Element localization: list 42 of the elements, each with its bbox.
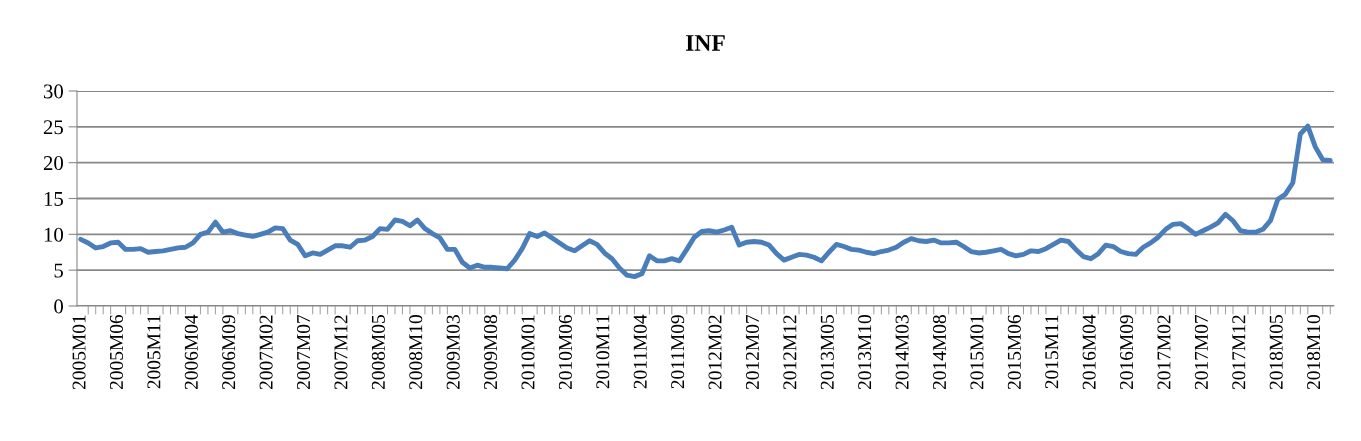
- y-tick-label: 0: [54, 299, 64, 314]
- y-tick-label: 15: [44, 191, 63, 206]
- y-tick-label: 25: [43, 120, 63, 135]
- x-tick-label: 2018M05: [1269, 315, 1283, 390]
- x-tick-label: 2012M07: [745, 314, 759, 390]
- x-tick-label: 2017M07: [1194, 314, 1208, 390]
- x-tick-label: 2015M06: [1007, 314, 1021, 390]
- x-tick-label: 2010M01: [521, 315, 535, 390]
- x-tick-label: 2007M07: [296, 314, 311, 390]
- x-tick-label: 2013M05: [820, 315, 834, 390]
- y-tick-label: 20: [43, 156, 64, 171]
- x-tick-label: 2008M05: [371, 315, 385, 390]
- x-tick-label: 2016M09: [1119, 315, 1134, 390]
- x-tick-label: 2005M11: [147, 315, 161, 389]
- x-tick-label: 2012M12: [783, 315, 797, 390]
- x-tick-label: 2017M02: [1157, 315, 1171, 390]
- x-tick-label: 2015M01: [970, 315, 984, 390]
- x-tick-label: 2014M08: [932, 315, 947, 390]
- x-tick-label: 2008M10: [409, 315, 423, 390]
- x-tick-label: 2009M03: [446, 315, 460, 390]
- x-tick-label: 2006M09: [222, 315, 236, 390]
- x-tick-label: 2005M06: [109, 314, 124, 390]
- x-tick-label: 2018M10: [1307, 315, 1321, 390]
- x-tick-label: 2012M02: [708, 315, 722, 390]
- x-tick-label: 2005M01: [72, 315, 86, 390]
- x-tick-label: 2010M06: [558, 314, 572, 390]
- x-tick-label: 2011M04: [633, 314, 647, 389]
- y-tick-label: 5: [54, 263, 63, 278]
- x-tick-label: 2013M10: [858, 315, 872, 390]
- x-tick-label: 2007M12: [334, 315, 348, 390]
- y-tick-label: 30: [43, 84, 64, 99]
- x-tick-label: 2010M11: [596, 315, 610, 389]
- x-tick-label: 2015M11: [1045, 315, 1059, 389]
- x-tick-label: 2011M09: [671, 315, 685, 389]
- y-tick-label: 10: [44, 227, 64, 242]
- chart-title: INF: [685, 35, 725, 51]
- x-tick-label: 2009M08: [484, 315, 498, 390]
- x-tick-label: 2014M03: [895, 315, 909, 390]
- x-tick-label: 2006M04: [184, 314, 198, 390]
- x-tick-label: 2016M04: [1082, 314, 1096, 390]
- x-tick-label: 2007M02: [259, 315, 273, 390]
- x-tick-label: 2017M12: [1232, 315, 1246, 390]
